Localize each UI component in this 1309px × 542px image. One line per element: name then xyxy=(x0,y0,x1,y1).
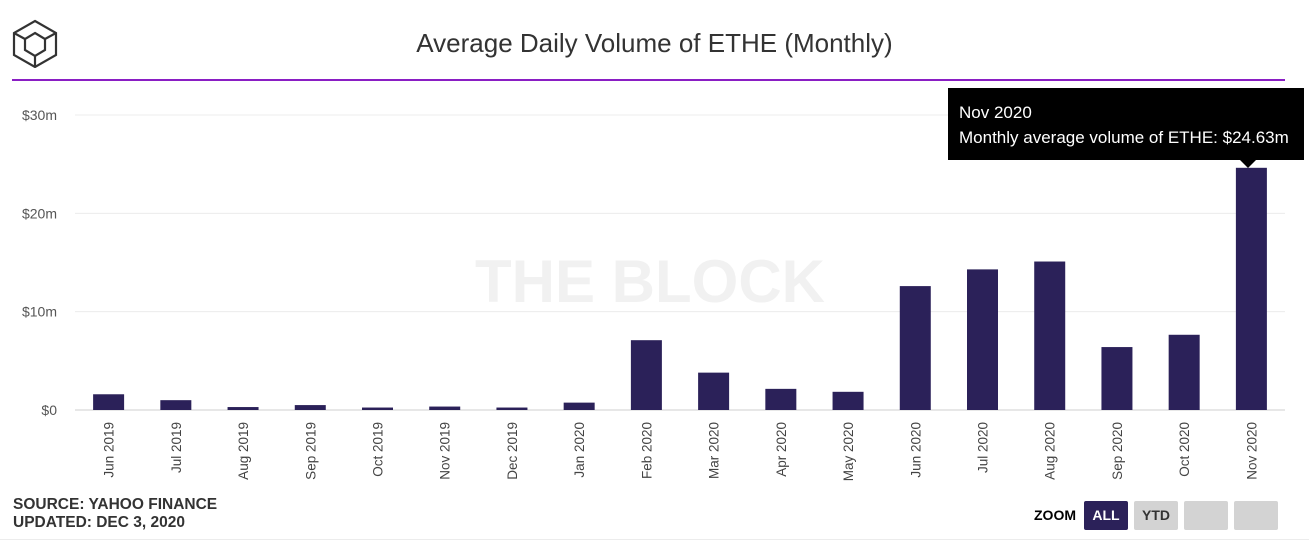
y-tick-label: $10m xyxy=(22,304,57,320)
x-tick-label: May 2020 xyxy=(841,422,856,481)
bar[interactable] xyxy=(160,400,192,410)
title-divider xyxy=(12,79,1285,81)
source-label: SOURCE: YAHOO FINANCE xyxy=(13,496,218,513)
x-tick-label: Oct 2020 xyxy=(1177,422,1192,477)
bar[interactable] xyxy=(1235,167,1267,410)
tooltip-arrow xyxy=(1240,160,1256,168)
bar[interactable] xyxy=(93,394,125,410)
x-tick-label: Mar 2020 xyxy=(707,422,722,479)
tooltip-body: Monthly average volume of ETHE: $24.63m xyxy=(959,128,1289,147)
tooltip: Nov 2020 Monthly average volume of ETHE:… xyxy=(948,88,1304,168)
bar[interactable] xyxy=(429,406,461,410)
x-axis-labels: Jun 2019 Jul 2019 Aug 2019 Sep 2019 Oct 2019… xyxy=(102,422,1260,481)
bar[interactable] xyxy=(899,286,931,410)
zoom-all-button[interactable]: ALL xyxy=(1084,500,1128,530)
x-tick-label: Aug 2019 xyxy=(236,422,251,480)
x-tick-label: Aug 2020 xyxy=(1043,422,1058,480)
bar[interactable] xyxy=(832,391,864,410)
x-tick-label: Sep 2020 xyxy=(1110,422,1125,480)
x-tick-label: Nov 2019 xyxy=(438,422,453,480)
bar[interactable] xyxy=(698,372,730,410)
bar[interactable] xyxy=(496,407,528,410)
x-tick-label: Nov 2020 xyxy=(1244,422,1259,480)
bar[interactable] xyxy=(1168,334,1200,410)
bottom-divider xyxy=(0,539,1309,540)
x-tick-label: Sep 2019 xyxy=(303,422,318,480)
x-tick-label: Jun 2020 xyxy=(908,422,923,478)
tooltip-title: Nov 2020 xyxy=(959,103,1032,122)
y-axis-labels: $0 $10m $20m $30m xyxy=(22,107,57,418)
bar[interactable] xyxy=(563,402,595,410)
y-tick-label: $0 xyxy=(41,402,57,418)
bar[interactable] xyxy=(294,405,326,410)
bar[interactable] xyxy=(1101,347,1133,410)
bar[interactable] xyxy=(765,388,797,410)
x-tick-label: Jan 2020 xyxy=(572,422,587,478)
bar[interactable] xyxy=(227,407,259,410)
updated-label: UPDATED: DEC 3, 2020 xyxy=(13,514,185,531)
zoom-ytd-button[interactable]: YTD xyxy=(1134,500,1178,530)
y-tick-label: $20m xyxy=(22,205,57,221)
zoom-label: ZOOM xyxy=(1034,507,1076,523)
chart-title: Average Daily Volume of ETHE (Monthly) xyxy=(416,28,893,58)
zoom-button-3[interactable] xyxy=(1184,500,1228,530)
x-tick-label: Jul 2020 xyxy=(976,422,991,473)
x-tick-label: Oct 2019 xyxy=(371,422,386,477)
bar[interactable] xyxy=(1034,261,1066,410)
source-note: SOURCE: YAHOO FINANCE UPDATED: DEC 3, 20… xyxy=(13,496,217,532)
bars xyxy=(93,167,1267,410)
x-tick-label: Apr 2020 xyxy=(774,422,789,477)
zoom-controls: ZOOM ALL YTD xyxy=(1034,500,1284,530)
x-tick-label: Dec 2019 xyxy=(505,422,520,480)
watermark: THE BLOCK xyxy=(475,248,825,315)
bar[interactable] xyxy=(362,407,393,410)
x-tick-label: Jun 2019 xyxy=(102,422,117,478)
bar[interactable] xyxy=(630,340,662,410)
zoom-button-4[interactable] xyxy=(1234,500,1278,530)
bar[interactable] xyxy=(967,269,998,410)
x-tick-label: Feb 2020 xyxy=(639,422,654,479)
x-tick-label: Jul 2019 xyxy=(169,422,184,473)
the-block-cube-icon xyxy=(12,19,58,68)
y-tick-label: $30m xyxy=(22,107,57,123)
